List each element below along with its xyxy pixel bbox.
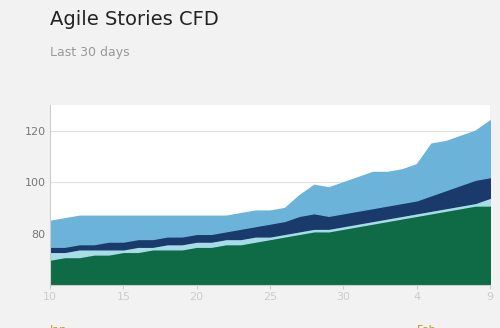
Text: Feb: Feb bbox=[416, 325, 436, 328]
Text: Agile Stories CFD: Agile Stories CFD bbox=[50, 10, 219, 29]
Text: Last 30 days: Last 30 days bbox=[50, 46, 130, 59]
Text: Jan: Jan bbox=[50, 325, 67, 328]
